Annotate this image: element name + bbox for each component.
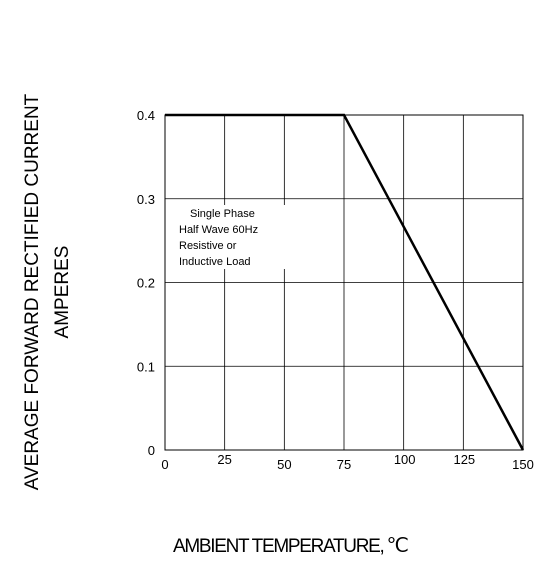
- annotation-background: [174, 205, 302, 269]
- annotation-line: Half Wave 60Hz: [179, 224, 258, 236]
- y-tick-label: 0.3: [137, 192, 155, 207]
- x-tick-label: 150: [512, 457, 534, 472]
- tick-labels: 0 25 50 75 100 125 150 0 0.1 0.2 0.3 0.4: [137, 108, 534, 472]
- x-axis-label-text: AMBIENT TEMPERATURE,: [173, 536, 384, 557]
- y-tick-label: 0.4: [137, 108, 155, 123]
- x-axis-label: AMBIENT TEMPERATURE, ℃: [173, 535, 408, 557]
- y-axis-label-line2: AMPERES: [52, 246, 73, 339]
- annotation-line: Inductive Load: [179, 256, 251, 268]
- x-tick-label: 0: [161, 457, 168, 472]
- y-axis-label-line1: AVERAGE FORWARD RECTIFIED CURRENT: [22, 93, 43, 490]
- x-tick-label: 75: [337, 457, 351, 472]
- x-tick-label: 50: [277, 457, 291, 472]
- grid-lines: [165, 115, 523, 450]
- y-tick-label: 0: [148, 443, 155, 458]
- x-tick-label: 125: [453, 452, 475, 467]
- x-tick-label: 25: [217, 452, 231, 467]
- y-tick-label: 0.1: [137, 359, 155, 374]
- annotation-line: Resistive or: [179, 240, 237, 252]
- x-axis-unit: ℃: [386, 535, 408, 557]
- annotation-line: Single Phase: [190, 208, 255, 220]
- y-tick-label: 0.2: [137, 276, 155, 291]
- annotation-box: Single Phase Half Wave 60Hz Resistive or In…: [174, 205, 302, 269]
- x-tick-label: 100: [394, 452, 416, 467]
- derating-curve: [165, 113, 525, 451]
